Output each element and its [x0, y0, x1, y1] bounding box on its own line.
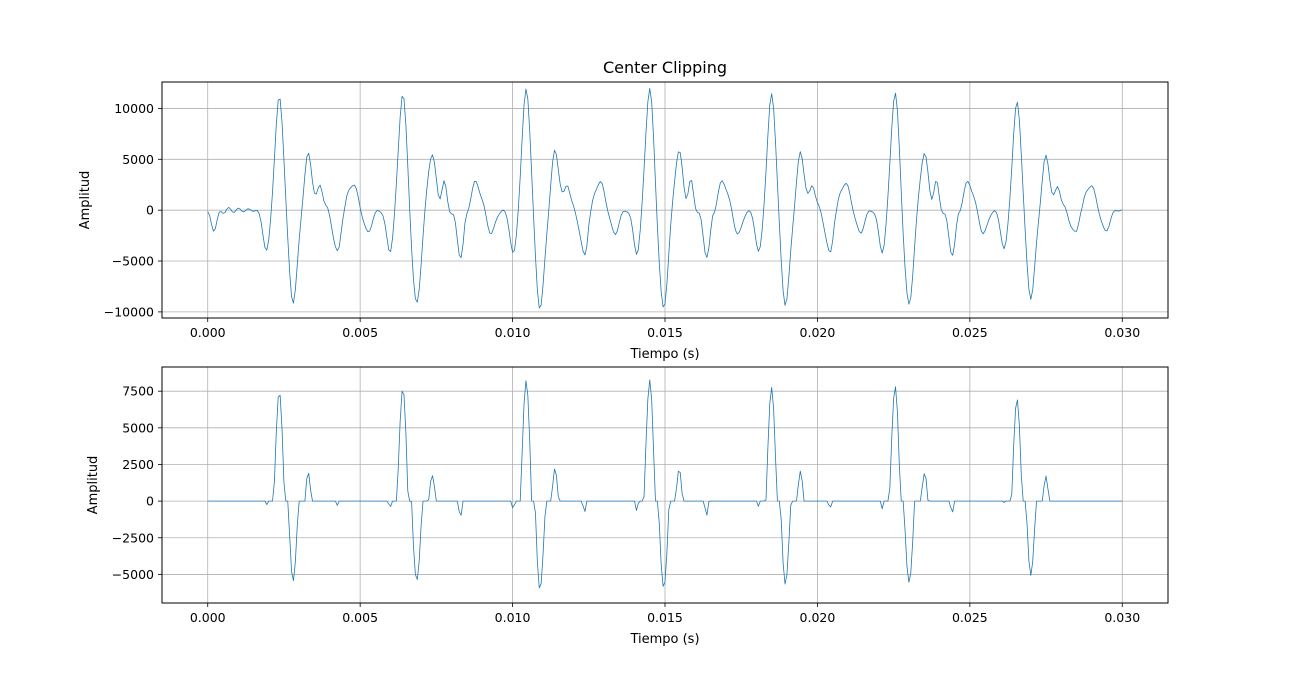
bottom-x-tick-label: 0.010: [495, 610, 531, 625]
bottom-y-tick-label: −5000: [112, 567, 154, 582]
bottom-ticks: 0.000 0.005 0.010 0.015 0.020 0.025 0.030 −5000…: [112, 384, 1141, 625]
top-x-tick-label: 0.020: [800, 325, 836, 340]
top-x-tick-label: 0.005: [342, 325, 378, 340]
top-y-tick-label: −10000: [104, 304, 154, 319]
bottom-x-tick-label: 0.025: [952, 610, 988, 625]
bottom-x-tick-label: 0.015: [647, 610, 683, 625]
bottom-x-axis-label: Tiempo (s): [629, 632, 699, 647]
bottom-y-tick-label: 2500: [122, 457, 154, 472]
chart-title: Center Clipping: [603, 58, 727, 77]
center-clipping-clipped-panel: 0.000 0.005 0.010 0.015 0.020 0.025 0.030 −5000…: [86, 366, 1169, 647]
top-y-axis-label: Amplitud: [78, 171, 93, 230]
top-x-tick-label: 0.025: [952, 325, 988, 340]
top-y-tick-label: −5000: [112, 254, 154, 269]
bottom-x-tick-label: 0.030: [1104, 610, 1140, 625]
top-line-layer: [207, 88, 1123, 309]
bottom-x-tick-label: 0.005: [342, 610, 378, 625]
bottom-line-layer: [207, 379, 1123, 589]
bottom-signal-line: [207, 379, 1123, 589]
bottom-y-tick-label: −2500: [112, 530, 154, 545]
bottom-y-tick-label: 0: [146, 494, 154, 509]
top-x-axis-label: Tiempo (s): [629, 347, 699, 362]
top-y-tick-label: 5000: [122, 152, 154, 167]
top-x-tick-label: 0.015: [647, 325, 683, 340]
bottom-x-tick-label: 0.020: [800, 610, 836, 625]
top-signal-line: [207, 88, 1123, 309]
top-ticks: 0.000 0.005 0.010 0.015 0.020 0.025 0.030 −1000…: [104, 101, 1140, 340]
top-y-tick-label: 10000: [114, 101, 154, 116]
top-x-tick-label: 0.030: [1104, 325, 1140, 340]
top-y-tick-label: 0: [146, 203, 154, 218]
top-grid: [162, 82, 1168, 318]
center-clipping-original-panel: 0.000 0.005 0.010 0.015 0.020 0.025 0.030 −1000…: [78, 58, 1169, 362]
bottom-y-axis-label: Amplitud: [86, 456, 101, 515]
bottom-x-tick-label: 0.000: [190, 610, 226, 625]
bottom-y-tick-label: 5000: [122, 420, 154, 435]
bottom-y-tick-label: 7500: [122, 384, 154, 399]
top-x-tick-label: 0.010: [495, 325, 531, 340]
bottom-grid: [162, 367, 1168, 603]
top-x-tick-label: 0.000: [190, 325, 226, 340]
